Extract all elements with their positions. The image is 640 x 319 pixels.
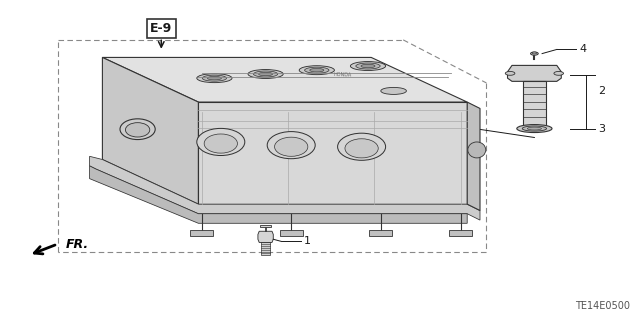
Text: 1: 1	[304, 236, 311, 247]
Polygon shape	[102, 57, 198, 204]
Ellipse shape	[532, 52, 536, 54]
Polygon shape	[261, 242, 270, 255]
Polygon shape	[280, 230, 303, 236]
Ellipse shape	[120, 119, 155, 140]
Polygon shape	[369, 230, 392, 236]
Ellipse shape	[197, 128, 244, 155]
Text: FR.: FR.	[66, 238, 89, 250]
Ellipse shape	[468, 142, 486, 158]
Ellipse shape	[531, 52, 538, 55]
Ellipse shape	[259, 72, 273, 76]
Polygon shape	[508, 65, 561, 81]
Ellipse shape	[300, 66, 335, 75]
Ellipse shape	[275, 137, 308, 156]
Polygon shape	[90, 166, 467, 223]
Ellipse shape	[554, 71, 564, 75]
Ellipse shape	[338, 133, 385, 160]
Ellipse shape	[356, 63, 380, 69]
Ellipse shape	[207, 77, 221, 80]
Ellipse shape	[361, 64, 375, 68]
Text: 2: 2	[598, 85, 605, 96]
Polygon shape	[260, 225, 271, 227]
Ellipse shape	[522, 126, 547, 131]
Ellipse shape	[517, 125, 552, 133]
Ellipse shape	[305, 67, 329, 73]
Ellipse shape	[202, 75, 227, 81]
Ellipse shape	[248, 70, 283, 78]
Text: E-9: E-9	[150, 22, 172, 35]
Polygon shape	[90, 156, 480, 220]
Polygon shape	[467, 102, 480, 211]
Ellipse shape	[197, 74, 232, 83]
Polygon shape	[102, 57, 467, 102]
Polygon shape	[258, 231, 273, 242]
Text: TE14E0500: TE14E0500	[575, 301, 630, 311]
Ellipse shape	[527, 127, 541, 130]
Text: HONDA: HONDA	[333, 72, 351, 78]
Ellipse shape	[505, 71, 515, 75]
Ellipse shape	[381, 87, 406, 94]
Ellipse shape	[268, 131, 315, 159]
Text: 3: 3	[598, 123, 605, 134]
Polygon shape	[523, 81, 546, 126]
Polygon shape	[449, 230, 472, 236]
Ellipse shape	[204, 134, 237, 153]
Ellipse shape	[351, 62, 385, 70]
Ellipse shape	[253, 71, 278, 77]
Text: 4: 4	[579, 44, 586, 55]
Ellipse shape	[125, 122, 150, 137]
Polygon shape	[198, 102, 467, 204]
Ellipse shape	[345, 139, 378, 158]
Polygon shape	[190, 230, 213, 236]
Ellipse shape	[310, 68, 324, 72]
